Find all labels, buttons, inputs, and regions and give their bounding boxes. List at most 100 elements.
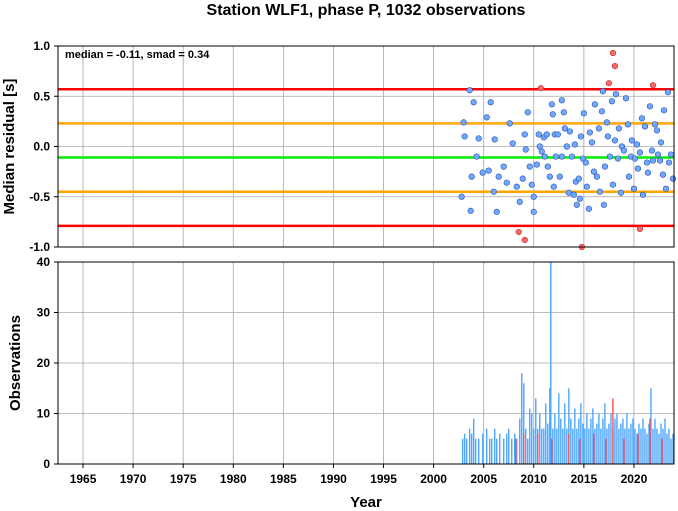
residual-point (648, 147, 656, 154)
residual-point (586, 129, 593, 136)
residual-point (552, 153, 559, 160)
residual-point (582, 159, 589, 166)
residual-point (598, 108, 605, 115)
residual-point (535, 131, 542, 138)
residual-point (664, 89, 672, 96)
residual-point (591, 101, 598, 108)
y-tick-label: -1.0 (29, 240, 50, 254)
residual-point (513, 183, 520, 190)
residual-point (596, 188, 603, 195)
residual-point (639, 191, 647, 198)
x-tick-label: 1995 (370, 472, 397, 486)
residual-point (516, 198, 523, 205)
residual-point (491, 136, 498, 143)
residual-point (475, 135, 482, 142)
x-tick-label: 1965 (70, 472, 97, 486)
x-tick-label: 1985 (270, 472, 297, 486)
residual-point (479, 169, 486, 176)
residual-point (461, 133, 468, 140)
residual-point (570, 191, 577, 198)
residual-point (571, 141, 578, 148)
residual-point (558, 153, 565, 160)
y-tick-label: -0.5 (29, 190, 50, 204)
residual-point (549, 111, 556, 118)
residual-point (641, 123, 649, 130)
residual-panel: -1.0 -0.5 0.0 0.5 1.0 Median residual [s] me… (1, 39, 677, 254)
outlier-point (649, 82, 657, 89)
residual-point (538, 148, 545, 155)
residual-point (644, 169, 652, 176)
residual-point (458, 193, 465, 200)
residual-point (631, 155, 639, 162)
residual-point (633, 141, 641, 148)
outlier-point (609, 49, 617, 57)
residual-point (543, 131, 550, 138)
residual-point (568, 153, 575, 160)
residual-point (595, 125, 602, 132)
residual-point (615, 125, 623, 132)
x-tick-label: 1980 (220, 472, 247, 486)
residual-point (590, 168, 597, 175)
outlier-point (515, 228, 522, 236)
residual-point (544, 163, 551, 170)
residual-point (601, 163, 608, 170)
residual-point (649, 157, 657, 164)
residual-point (624, 121, 632, 128)
residual-point (519, 175, 526, 182)
residual-point (614, 155, 622, 162)
residual-point (467, 207, 474, 214)
residual-point (493, 208, 500, 215)
residual-point (577, 133, 584, 140)
residual-point (483, 114, 490, 121)
year-x-ticks: 1965 1970 1975 1980 1985 1990 1995 2000 2005 2010… (70, 464, 648, 486)
residual-point (524, 109, 531, 116)
residual-point (622, 95, 630, 102)
residual-point (556, 173, 563, 180)
residual-point (473, 153, 480, 160)
x-tick-label: 2010 (520, 472, 547, 486)
residual-point (612, 91, 620, 98)
residual-point (660, 107, 668, 114)
residual-point (530, 193, 537, 200)
residual-point (460, 119, 467, 126)
residual-point (654, 151, 662, 158)
year-x-axis-label: Year (350, 494, 382, 511)
residual-point (662, 185, 670, 192)
y-tick-label: 0 (43, 457, 50, 471)
residual-point (566, 128, 573, 135)
residual-point (503, 179, 510, 186)
y-tick-label: 1.0 (33, 39, 50, 53)
residual-point (609, 181, 617, 188)
y-tick-label: 0.0 (33, 140, 50, 154)
residual-point (550, 183, 557, 190)
residual-point (506, 120, 513, 127)
y-tick-label: 10 (37, 407, 51, 421)
residual-point (548, 101, 555, 108)
x-tick-label: 1975 (170, 472, 197, 486)
residual-point (561, 125, 568, 132)
residual-point (487, 99, 494, 106)
residual-grid (58, 45, 674, 248)
residual-point (628, 137, 636, 144)
residual-point (636, 149, 644, 156)
residual-y-axis-label: Median residual [s] (1, 79, 18, 215)
residual-point (608, 98, 615, 105)
residual-point (521, 131, 528, 138)
residual-point (667, 151, 675, 158)
residual-point (656, 157, 664, 164)
residual-point (530, 208, 537, 215)
residual-point (533, 161, 540, 168)
residual-point (573, 201, 580, 208)
residual-point (485, 167, 492, 174)
residual-point (630, 185, 638, 192)
y-tick-label: 20 (37, 356, 51, 370)
median-smad-annotation: median = -0.11, smad = 0.34 (65, 49, 210, 61)
residual-points (458, 49, 677, 251)
residual-point (651, 121, 659, 128)
outlier-point (605, 80, 612, 87)
outlier-point (611, 62, 619, 70)
residual-point (593, 173, 600, 180)
residual-point (509, 140, 516, 147)
residual-point (611, 137, 619, 144)
residual-point (599, 88, 606, 95)
